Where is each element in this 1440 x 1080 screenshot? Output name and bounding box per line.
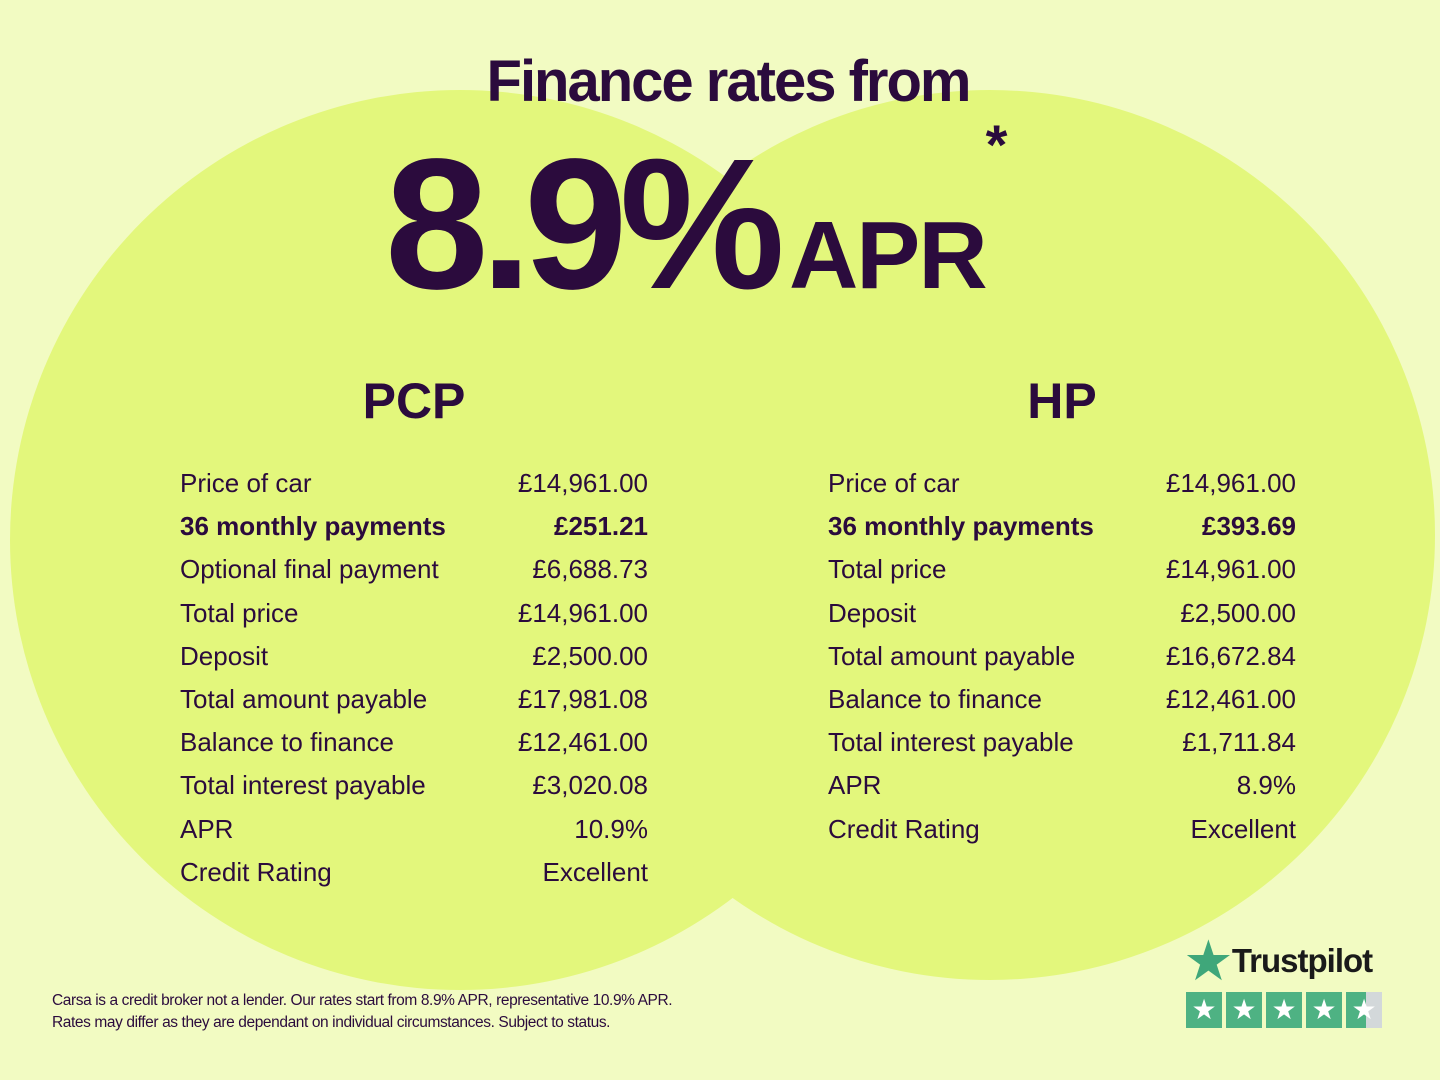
- hp-title: HP: [1027, 373, 1097, 429]
- row-label: Total interest payable: [180, 770, 426, 801]
- row-label: Total amount payable: [828, 640, 1076, 671]
- row-label: Price of car: [828, 468, 960, 498]
- table-row: Deposit £2,500.00: [180, 635, 648, 678]
- row-value: £14,961.00: [1165, 468, 1296, 498]
- table-row: Total amount payable £16,672.84: [828, 635, 1296, 678]
- row-value: Excellent: [542, 856, 649, 887]
- pcp-table: PCP Price of car £14,961.00 36 monthly pay…: [180, 372, 648, 894]
- hp-table: HP Price of car £14,961.00 36 monthly paym…: [828, 372, 1296, 851]
- table-row: APR 8.9%: [828, 764, 1296, 807]
- row-label: Total amount payable: [180, 683, 428, 714]
- row-value: £14,961.00: [517, 468, 648, 498]
- row-label: Deposit: [180, 640, 269, 671]
- table-row: Total price £14,961.00: [180, 592, 648, 635]
- headline: Finance rates from: [486, 49, 972, 114]
- disclaimer: Carsa is a credit broker not a lender. O…: [52, 990, 673, 1034]
- rate-suffix: APR: [788, 202, 988, 309]
- row-value: £16,672.84: [1165, 640, 1296, 671]
- table-row: APR 10.9%: [180, 808, 648, 851]
- rating-star-icon: ★: [1226, 992, 1262, 1028]
- trustpilot-star-icon: ★: [1186, 933, 1231, 989]
- table-row: Total price £14,961.00: [828, 548, 1296, 591]
- row-value: 10.9%: [574, 813, 648, 844]
- row-label: Deposit: [828, 597, 917, 628]
- row-label: Balance to finance: [180, 727, 394, 758]
- table-row: Total interest payable £3,020.08: [180, 764, 648, 807]
- disclaimer-line-2: Rates may differ as they are dependant o…: [52, 1014, 611, 1031]
- rating-star-icon: ★: [1306, 992, 1342, 1028]
- rating-star-icon: ★: [1346, 992, 1382, 1028]
- background-circle-right: [545, 90, 1435, 980]
- table-row: Credit Rating Excellent: [828, 808, 1296, 851]
- row-value: £1,711.84: [1182, 727, 1296, 758]
- table-row: Deposit £2,500.00: [828, 592, 1296, 635]
- trustpilot-badge: ★ Trustpilot ★ ★ ★ ★ ★: [1186, 936, 1382, 1028]
- rating-star-icon: ★: [1186, 992, 1222, 1028]
- row-value: £2,500.00: [1180, 597, 1296, 628]
- table-row: Total interest payable £1,711.84: [828, 721, 1296, 764]
- row-label: APR: [828, 770, 882, 801]
- table-row: Balance to finance £12,461.00: [180, 721, 648, 764]
- table-row: Optional final payment £6,688.73: [180, 548, 648, 591]
- row-label: Optional final payment: [180, 554, 439, 585]
- rating-star-icon: ★: [1266, 992, 1302, 1028]
- row-value: 8.9%: [1236, 770, 1296, 801]
- trustpilot-rating: ★ ★ ★ ★ ★: [1186, 992, 1382, 1028]
- table-row: Balance to finance £12,461.00: [828, 678, 1296, 721]
- row-value: £12,461.00: [1165, 683, 1296, 714]
- row-label: Total price: [180, 597, 299, 628]
- row-label: Credit Rating: [180, 856, 332, 887]
- row-label: Total interest payable: [828, 727, 1074, 758]
- table-row: Total amount payable £17,981.08: [180, 678, 648, 721]
- row-value: £14,961.00: [1165, 554, 1296, 585]
- row-label: APR: [180, 813, 234, 844]
- row-label: 36 monthly payments: [180, 511, 446, 542]
- row-value: £17,981.08: [517, 683, 648, 714]
- trustpilot-name: Trustpilot: [1231, 942, 1373, 979]
- row-label: Credit Rating: [828, 813, 980, 844]
- row-value: £14,961.00: [517, 597, 648, 628]
- row-value: £251.21: [554, 511, 648, 542]
- rate-display: 8.9% APR *: [385, 113, 1007, 331]
- row-value: Excellent: [1190, 813, 1297, 844]
- table-row: Price of car £14,961.00: [180, 462, 648, 505]
- row-value: £6,688.73: [532, 554, 648, 585]
- asterisk: *: [985, 113, 1008, 176]
- rate-value: 8.9%: [385, 121, 785, 328]
- row-value: £3,020.08: [532, 770, 648, 801]
- table-row: 36 monthly payments £393.69: [828, 505, 1296, 548]
- row-label: Price of car: [180, 468, 312, 498]
- row-value: £12,461.00: [517, 727, 648, 758]
- table-row: Credit Rating Excellent: [180, 851, 648, 894]
- disclaimer-line-1: Carsa is a credit broker not a lender. O…: [52, 992, 673, 1009]
- row-label: Balance to finance: [828, 683, 1042, 714]
- row-value: £2,500.00: [532, 640, 648, 671]
- table-row: 36 monthly payments £251.21: [180, 505, 648, 548]
- row-label: 36 monthly payments: [828, 511, 1094, 542]
- row-label: Total price: [828, 554, 947, 585]
- row-value: £393.69: [1202, 511, 1296, 542]
- pcp-title: PCP: [362, 373, 466, 429]
- table-row: Price of car £14,961.00: [828, 462, 1296, 505]
